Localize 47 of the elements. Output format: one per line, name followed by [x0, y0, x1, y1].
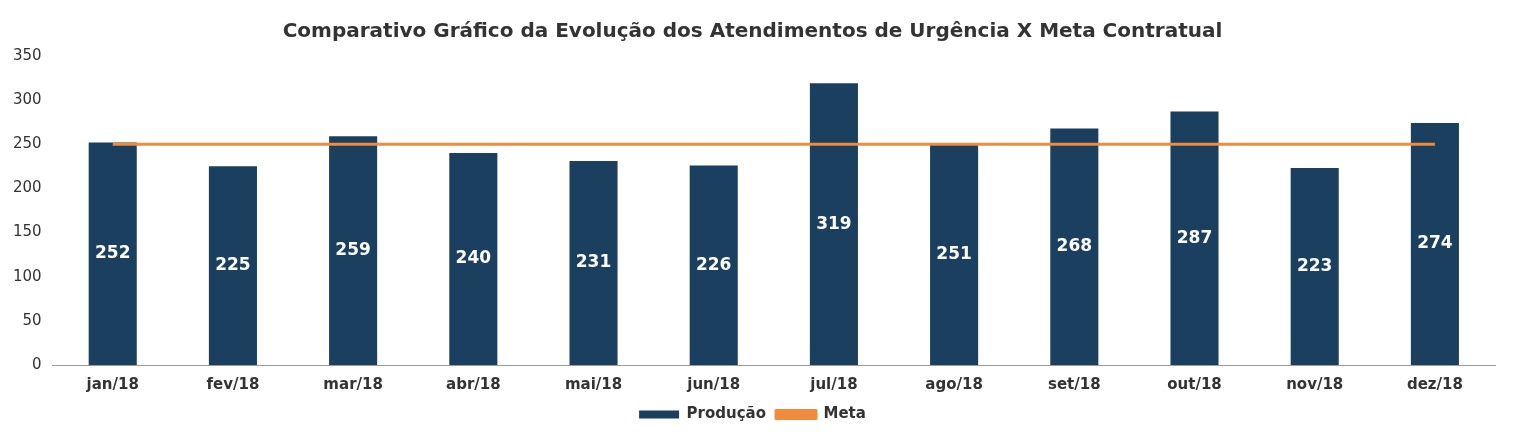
data-label: 251 — [936, 242, 972, 263]
x-tick-label: abr/18 — [446, 374, 501, 393]
x-tick-label: nov/18 — [1286, 374, 1344, 393]
data-label: 226 — [695, 253, 732, 274]
x-tick-label: jan/18 — [85, 374, 139, 393]
y-tick-label: 250 — [12, 134, 42, 153]
x-tick-label: set/18 — [1048, 374, 1101, 393]
bar — [1410, 123, 1459, 365]
data-label: 287 — [1176, 226, 1213, 247]
data-label: 223 — [1296, 254, 1333, 275]
bar — [1050, 128, 1099, 365]
bar — [930, 143, 979, 365]
bar — [449, 153, 498, 365]
bar — [1290, 168, 1339, 365]
data-label: 274 — [1417, 232, 1453, 253]
data-label: 225 — [215, 254, 251, 275]
y-tick-label: 0 — [32, 354, 42, 373]
data-label: 240 — [455, 247, 492, 268]
data-label: 319 — [816, 212, 852, 233]
chart-title: Comparativo Gráfico da Evolução dos Atendimentos de Urgência X Meta Contratual — [282, 18, 1223, 43]
legend-label: Meta — [823, 404, 866, 423]
data-label: 231 — [575, 251, 612, 272]
x-tick-label: out/18 — [1167, 374, 1222, 393]
x-tick-label: fev/18 — [206, 374, 260, 393]
x-tick-label: ago/18 — [925, 374, 983, 393]
x-tick-label: mai/18 — [564, 374, 623, 393]
bar — [88, 142, 137, 365]
bar — [689, 165, 738, 365]
bar — [208, 166, 257, 365]
data-label: 259 — [335, 239, 371, 260]
x-tick-label: jul/18 — [809, 374, 858, 393]
bar — [569, 161, 618, 365]
y-tick-label: 100 — [12, 266, 42, 285]
legend-label: Produção — [686, 404, 767, 423]
bar — [329, 136, 378, 365]
bar — [809, 83, 858, 365]
x-tick-label: jun/18 — [686, 374, 741, 393]
bar — [1170, 111, 1219, 365]
y-tick-label: 300 — [12, 90, 42, 109]
y-tick-label: 150 — [12, 222, 42, 241]
data-label: 252 — [94, 242, 131, 263]
y-tick-label: 350 — [12, 45, 42, 64]
data-label: 268 — [1056, 235, 1093, 256]
x-tick-label: dez/18 — [1406, 374, 1463, 393]
y-tick-label: 50 — [22, 310, 42, 329]
x-tick-label: mar/18 — [323, 374, 383, 393]
y-tick-label: 200 — [12, 178, 42, 197]
